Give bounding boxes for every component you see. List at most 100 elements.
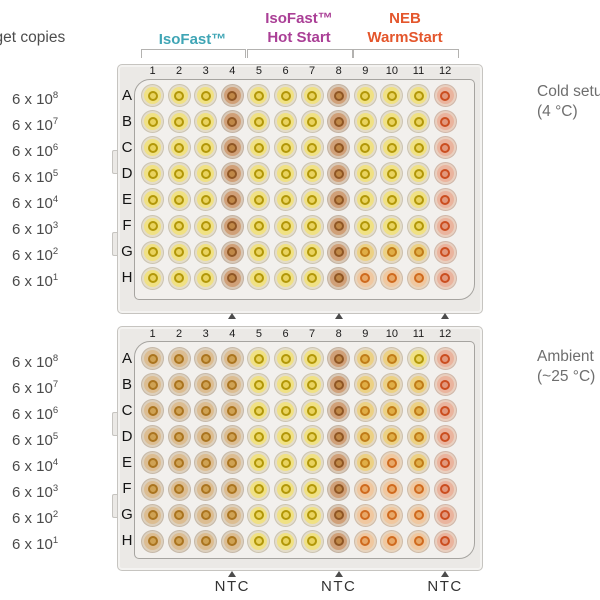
well-F10: [380, 214, 404, 238]
well-D3: [194, 425, 218, 449]
well-disc: [330, 165, 348, 183]
well-ring: [147, 431, 158, 442]
plate-side-tab: [112, 232, 119, 256]
well-disc: [197, 532, 215, 550]
well-B10: [380, 110, 404, 134]
well-A10: [380, 84, 404, 107]
well-disc: [144, 269, 161, 287]
well-H1: [141, 529, 164, 553]
well-H3: [194, 266, 218, 290]
well-disc: [144, 402, 161, 420]
column-number: 7: [309, 65, 316, 77]
well-ring: [440, 457, 451, 468]
well-D9: [353, 425, 377, 449]
well-ring: [307, 247, 318, 258]
well-D8: [327, 425, 351, 449]
well-ring: [333, 353, 344, 364]
well-E4: [220, 188, 244, 212]
well-ring: [413, 484, 424, 494]
well-ring: [413, 168, 424, 179]
well-disc: [356, 191, 374, 209]
well-ring: [227, 536, 238, 547]
well-ring: [413, 536, 424, 547]
well-ring: [413, 142, 424, 153]
well-disc: [383, 376, 401, 394]
well-disc: [383, 269, 401, 287]
well-disc: [250, 454, 268, 472]
well-disc: [144, 532, 161, 550]
well-disc: [383, 139, 401, 157]
well-ring: [253, 379, 264, 390]
well-disc: [303, 165, 321, 183]
well-A1: [141, 347, 164, 370]
well-ring: [174, 405, 185, 416]
well-C5: [247, 399, 271, 423]
well-ring: [360, 484, 371, 494]
row-letter: B: [121, 112, 132, 130]
dilution-label: 6 x 105: [12, 430, 59, 449]
well-disc: [197, 217, 215, 235]
well-C12: [433, 136, 457, 160]
group-bracket-neb-warmstart: [353, 49, 459, 58]
well-disc: [330, 269, 348, 287]
well-A8: [327, 84, 351, 107]
well-ring: [307, 273, 318, 284]
well-ring: [307, 536, 318, 547]
well-disc: [436, 350, 454, 367]
well-A5: [247, 84, 271, 107]
well-ring: [174, 247, 185, 258]
well-disc: [170, 480, 188, 498]
well-disc: [303, 139, 321, 157]
well-C1: [141, 136, 164, 160]
well-A6: [274, 84, 297, 107]
well-C6: [274, 136, 297, 160]
well-disc: [170, 428, 188, 446]
well-disc: [277, 87, 294, 104]
well-disc: [144, 376, 161, 394]
well-ring: [333, 431, 344, 442]
row-letter: F: [122, 217, 132, 234]
well-ring: [333, 379, 344, 390]
well-disc: [223, 350, 241, 367]
well-ring: [227, 431, 238, 442]
well-ring: [280, 142, 291, 153]
well-A11: [407, 84, 430, 107]
well-E7: [300, 188, 324, 212]
well-disc: [197, 243, 215, 261]
well-disc: [436, 480, 454, 498]
well-disc: [250, 217, 268, 235]
well-ring: [200, 194, 211, 205]
well-ring: [227, 484, 238, 494]
well-disc: [197, 376, 215, 394]
ntc-label: NTC: [214, 578, 250, 595]
well-ring: [147, 90, 158, 101]
well-ring: [253, 142, 264, 153]
well-ring: [227, 273, 238, 284]
plate-side-tab: [112, 412, 119, 436]
well-disc: [223, 87, 241, 104]
well-ring: [253, 405, 264, 416]
well-C1: [141, 399, 164, 423]
well-H4: [220, 266, 244, 290]
well-H12: [433, 529, 457, 553]
well-disc: [383, 428, 401, 446]
well-G5: [247, 240, 271, 264]
well-disc: [250, 191, 268, 209]
well-ring: [386, 168, 397, 179]
well-disc: [223, 428, 241, 446]
ntc-label: NTC: [427, 578, 463, 595]
well-disc: [436, 113, 454, 131]
well-disc: [197, 87, 215, 104]
well-ring: [440, 484, 451, 494]
well-ring: [147, 142, 158, 153]
well-ring: [147, 536, 158, 547]
well-ring: [440, 273, 451, 284]
well-disc: [410, 532, 427, 550]
well-E9: [353, 188, 377, 212]
well-disc: [330, 506, 348, 524]
well-disc: [277, 402, 294, 420]
well-disc: [356, 532, 374, 550]
well-disc: [170, 532, 188, 550]
group-label-isofast-hot-start: IsoFast™ Hot Start: [237, 9, 361, 47]
well-C12: [433, 399, 457, 423]
